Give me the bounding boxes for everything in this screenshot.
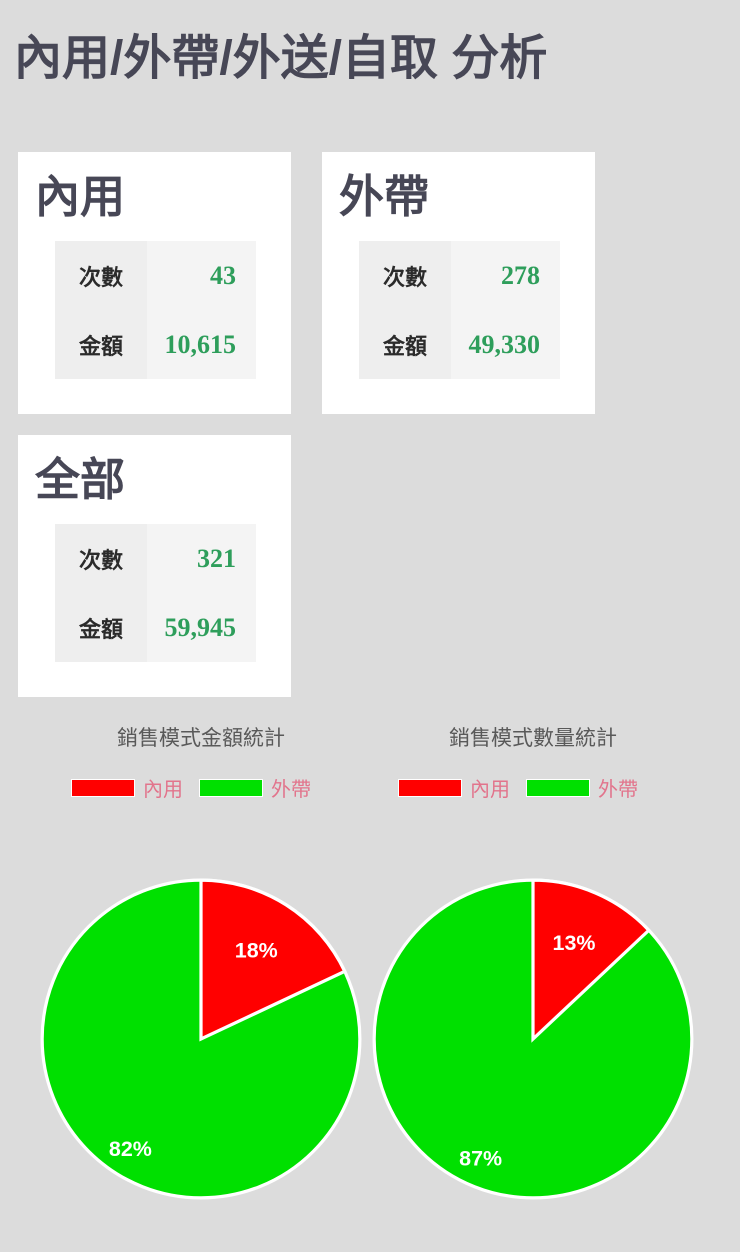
svg-text:87%: 87%: [459, 1147, 502, 1171]
svg-text:13%: 13%: [553, 931, 596, 955]
svg-text:18%: 18%: [235, 939, 278, 963]
svg-text:82%: 82%: [109, 1137, 152, 1161]
